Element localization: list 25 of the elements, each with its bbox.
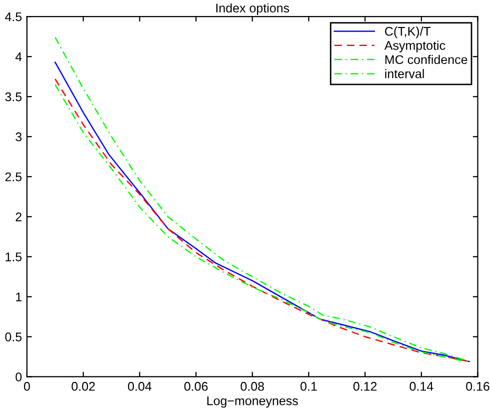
- y-tick-label: 1.5: [6, 252, 22, 262]
- x-tick-label: 0: [24, 382, 30, 391]
- x-tick-label: 0.08: [240, 382, 264, 391]
- legend-label: Asymptotic: [384, 40, 446, 52]
- y-tick-label: 4.5: [5, 12, 22, 22]
- x-tick-label: 0.02: [72, 382, 95, 391]
- chart-title: Index options: [216, 3, 290, 15]
- x-tick-label: 0.16: [466, 382, 490, 391]
- x-tick-label: 0.04: [128, 382, 152, 391]
- y-tick-label: 1: [16, 292, 22, 302]
- y-tick-label: 0: [16, 372, 22, 382]
- y-tick-label: 3: [16, 132, 22, 142]
- y-tick-label: 3.5: [5, 92, 22, 102]
- y-tick-label: 2.5: [5, 172, 22, 182]
- legend-label: MC confidence: [385, 54, 468, 64]
- y-tick-label: 2: [16, 212, 22, 222]
- y-tick-label: 0.5: [5, 332, 22, 342]
- x-tick-label: 0.14: [410, 382, 434, 391]
- legend-label: C(T,K)/T: [385, 26, 431, 38]
- x-tick-label: 0.1: [300, 382, 317, 391]
- y-tick-label: 4: [15, 52, 22, 62]
- legend-label: interval: [385, 69, 424, 78]
- x-axis-title: Log−moneyness: [207, 396, 298, 408]
- x-tick-label: 0.06: [184, 382, 208, 391]
- x-tick-label: 0.12: [353, 382, 377, 391]
